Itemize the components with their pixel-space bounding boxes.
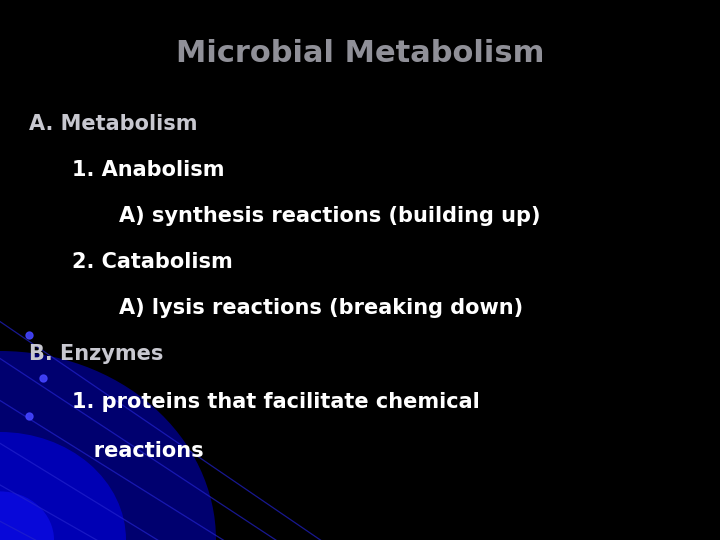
Text: Microbial Metabolism: Microbial Metabolism: [176, 39, 544, 69]
Text: 2. Catabolism: 2. Catabolism: [72, 252, 233, 272]
Ellipse shape: [0, 491, 54, 540]
Text: A. Metabolism: A. Metabolism: [29, 114, 197, 134]
Text: A) synthesis reactions (building up): A) synthesis reactions (building up): [119, 206, 540, 226]
Ellipse shape: [0, 432, 126, 540]
Text: A) lysis reactions (breaking down): A) lysis reactions (breaking down): [119, 298, 523, 318]
Text: B. Enzymes: B. Enzymes: [29, 343, 163, 364]
Text: 1. proteins that facilitate chemical: 1. proteins that facilitate chemical: [72, 392, 480, 413]
Ellipse shape: [0, 351, 216, 540]
Text: 1. Anabolism: 1. Anabolism: [72, 160, 225, 180]
Text: reactions: reactions: [72, 441, 204, 461]
